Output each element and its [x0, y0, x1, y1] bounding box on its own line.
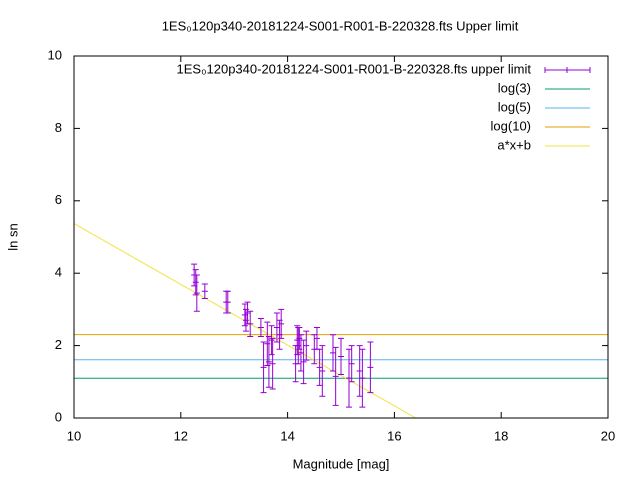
legend-label: log(3) [498, 80, 531, 95]
error-bar [348, 345, 355, 383]
x-tick-label: 20 [601, 428, 615, 443]
plot-border [73, 55, 609, 419]
legend-label: log(10) [491, 118, 531, 133]
error-bar [338, 337, 344, 376]
error-bar [297, 334, 304, 372]
error-bar [356, 345, 363, 397]
error-bar [276, 319, 283, 350]
error-bar [241, 303, 248, 327]
error-bar [193, 274, 200, 312]
error-bar [242, 308, 249, 332]
legend-label: log(5) [498, 99, 531, 114]
error-bar [316, 348, 323, 386]
error-bar [359, 348, 366, 408]
error-bar [303, 330, 310, 361]
y-tick-label: 4 [55, 265, 62, 280]
error-bar [269, 337, 276, 390]
error-bar [268, 325, 275, 356]
error-bar [260, 341, 267, 394]
error-bar [346, 348, 353, 408]
error-bar [332, 346, 339, 406]
error-bar [264, 321, 271, 367]
y-tick-label: 0 [55, 409, 62, 424]
chart-title: 1ES₀120p340-20181224-S001-R001-B-220328.… [162, 18, 519, 33]
error-bar [294, 325, 301, 356]
x-tick-label: 16 [387, 428, 401, 443]
error-bar [313, 327, 320, 350]
error-bar [295, 327, 302, 365]
error-bar [201, 283, 208, 300]
error-bar [367, 341, 374, 394]
x-tick-label: 12 [174, 428, 188, 443]
error-bar [319, 345, 326, 397]
y-tick-label: 10 [48, 47, 62, 62]
error-bar [300, 339, 307, 385]
y-tick-label: 8 [55, 120, 62, 135]
error-bar [247, 310, 254, 338]
legend-swatch [544, 67, 591, 73]
error-bar [265, 336, 272, 388]
x-tick-label: 14 [280, 428, 294, 443]
error-bar [296, 327, 303, 350]
plot-area [74, 223, 608, 418]
error-bar [224, 290, 231, 314]
error-bar [192, 269, 199, 296]
y-tick-label: 2 [55, 337, 62, 352]
x-axis-label: Magnitude [mag] [293, 456, 390, 471]
error-bar [329, 334, 336, 372]
y-axis-label: ln sn [5, 223, 20, 250]
x-tick-label: 10 [67, 428, 81, 443]
y-tick-label: 6 [55, 192, 62, 207]
legend-label: a*x+b [497, 137, 531, 152]
error-bar [273, 312, 280, 343]
error-bar [278, 308, 285, 339]
x-tick-label: 18 [494, 428, 508, 443]
legend-label: 1ES₀120p340-20181224-S001-R001-B-220328.… [177, 61, 532, 76]
error-bar [257, 317, 264, 338]
